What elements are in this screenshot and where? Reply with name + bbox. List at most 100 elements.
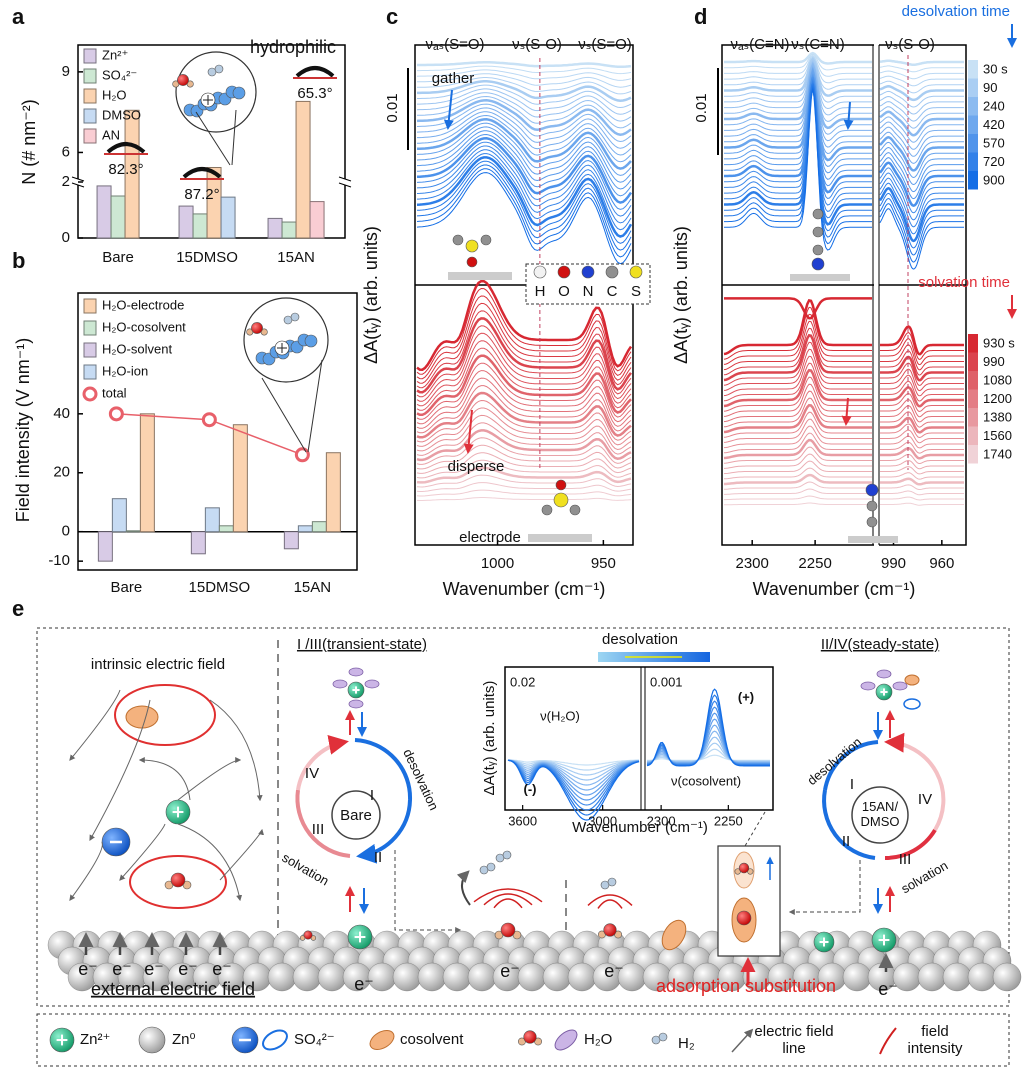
shape: [483, 893, 533, 906]
zinc-atom: [942, 962, 972, 992]
spectrum-curve: [507, 759, 640, 781]
spectrum-curve: [879, 75, 964, 87]
label: e⁻: [112, 959, 132, 979]
h2o-shell: [348, 667, 364, 677]
spectrum-curve: [416, 332, 632, 402]
field-line: [209, 699, 263, 802]
spectrum-curve: [507, 759, 640, 786]
zinc-atom: [992, 962, 1022, 992]
colorbar-cell: [968, 371, 978, 390]
spectrum-curve: [723, 411, 872, 438]
label: C: [607, 283, 618, 300]
spectrum-curve: [880, 447, 964, 460]
label: II/IV(steady-state): [821, 636, 939, 653]
label: 2250: [798, 555, 831, 572]
label: IV: [305, 765, 319, 782]
spectrum-curve: [879, 110, 964, 137]
spectrum-curve: [416, 99, 632, 136]
label: I /III(transient-state): [297, 636, 427, 653]
spectrum-curve: [878, 186, 964, 243]
spectrum-curve: [723, 333, 872, 382]
spectrum-curve: [879, 70, 964, 80]
field-line: [69, 689, 121, 761]
cosolvent: [661, 919, 687, 951]
spectrum-curve: [508, 759, 640, 776]
label: e⁻: [500, 961, 520, 981]
field-line: [89, 699, 151, 842]
label: ν(H₂O): [540, 708, 580, 723]
sphere: [569, 504, 581, 516]
sphere: [304, 334, 318, 348]
zinc-atom: [417, 962, 447, 992]
spectrum-curve: [879, 182, 964, 235]
zinc-atom: [517, 962, 547, 992]
label: (+): [738, 689, 754, 704]
shape: [182, 167, 222, 179]
sphere: [138, 1026, 166, 1054]
spectrum-curve: [416, 133, 632, 197]
colorbar-cell: [968, 60, 978, 79]
label: disperse: [448, 458, 505, 475]
bar: [111, 498, 127, 533]
label: a: [12, 4, 25, 29]
colorbar-cell: [968, 152, 978, 171]
label: I: [370, 787, 374, 804]
sphere: [465, 239, 479, 253]
electrode: [848, 536, 898, 543]
ring-text: DMSO: [861, 814, 900, 829]
spectrum-curve: [880, 429, 964, 444]
label: S: [631, 283, 641, 300]
zinc-atom: [392, 962, 422, 992]
spectrum-curve: [416, 172, 632, 265]
sphere: [812, 226, 824, 238]
label: 15AN: [277, 249, 315, 266]
spectrum-curve: [723, 298, 872, 356]
label: b: [12, 248, 25, 273]
field-line: [219, 828, 264, 881]
label: 990: [983, 354, 1005, 369]
spectrum-curve: [880, 466, 964, 475]
spectrum-curve: [724, 88, 872, 251]
label: 2300: [736, 555, 769, 572]
spectrum-curve: [416, 279, 633, 371]
spectrum-curve: [724, 61, 872, 130]
spectrum-curve: [880, 435, 964, 449]
spectrum-curve: [724, 80, 872, 206]
sphere: [581, 265, 595, 279]
field-line: [138, 757, 191, 801]
spectrum-curve: [416, 414, 632, 452]
spectrum-curve: [416, 149, 632, 224]
label: e⁻: [78, 959, 98, 979]
label: 1560: [983, 428, 1012, 443]
bar: [97, 531, 113, 562]
label: 3600: [508, 813, 537, 828]
spectrum-curve: [417, 77, 632, 95]
ring-core: [331, 790, 381, 840]
spectrum-curve: [723, 460, 872, 475]
legend-swatch: [83, 128, 97, 144]
ring-core: [851, 786, 909, 844]
spectrum-curve: [880, 362, 964, 386]
spectrum-curve: [724, 76, 872, 187]
axis-break: [340, 179, 350, 185]
label: 15AN: [294, 579, 332, 596]
sulfate: [262, 1029, 288, 1051]
label: hydrophilic: [250, 37, 336, 57]
spectrum-curve: [416, 444, 632, 470]
spectrum-curve: [416, 347, 632, 411]
colorbar-cell: [968, 171, 978, 190]
spectrum-curve: [724, 81, 872, 212]
total-point: [108, 406, 124, 422]
spectrum-curve: [416, 489, 632, 497]
legend-swatch: [83, 108, 97, 124]
label: 1000: [481, 555, 514, 572]
bar: [125, 530, 141, 533]
sphere: [290, 312, 300, 322]
label: DMSO: [102, 107, 141, 122]
sphere: [486, 862, 496, 872]
label: 82.3°: [108, 161, 143, 178]
spectrum-curve: [879, 161, 964, 208]
colorbar-cell: [968, 115, 978, 134]
label: H₂O-cosolvent: [102, 319, 186, 334]
spectrum-curve: [416, 141, 632, 210]
